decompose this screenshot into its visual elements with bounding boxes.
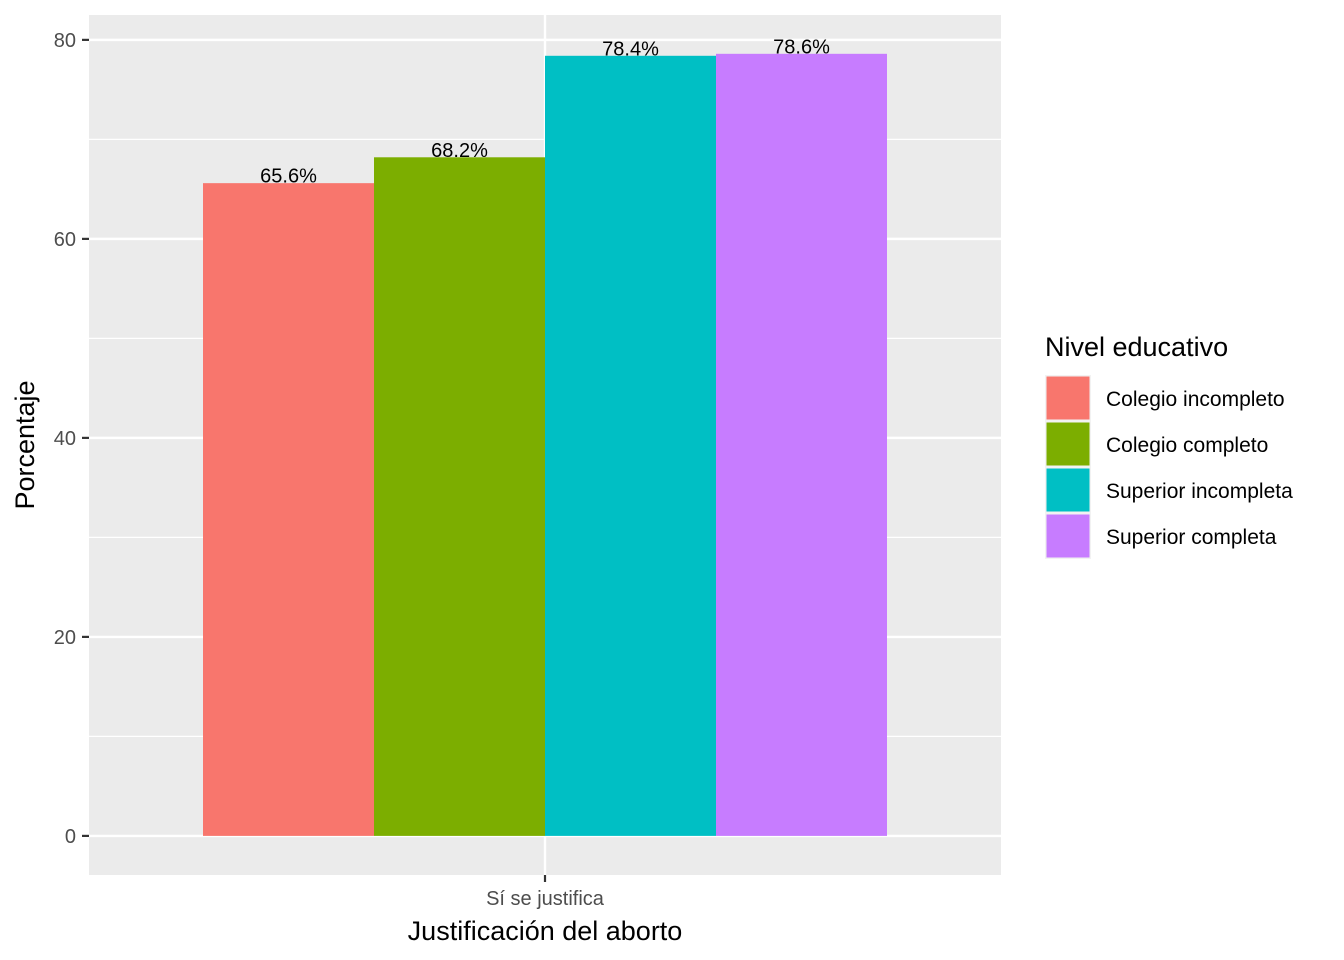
legend-key-swatch <box>1046 468 1090 512</box>
y-tick-label: 40 <box>54 428 76 450</box>
legend: Nivel educativo Colegio incompleto Colegi… <box>1045 332 1293 559</box>
legend-label: Colegio completo <box>1106 434 1268 457</box>
legend-key-swatch <box>1046 514 1090 558</box>
legend-label: Colegio incompleto <box>1106 388 1285 411</box>
bar-value-label: 68.2% <box>431 140 488 162</box>
y-tick-label: 60 <box>54 229 76 251</box>
legend-key-swatch <box>1046 422 1090 466</box>
bar <box>545 55 716 836</box>
bar <box>203 183 374 836</box>
y-axis-title: Porcentaje <box>10 380 40 509</box>
bar-value-label: 78.6% <box>773 36 830 58</box>
bar-value-label: 65.6% <box>260 166 317 188</box>
x-axis: Sí se justifica <box>486 875 605 910</box>
bar-labels: 65.6% 68.2% 78.4% 78.6% <box>260 36 830 187</box>
bars <box>203 53 887 836</box>
legend-title: Nivel educativo <box>1045 332 1228 362</box>
legend-label: Superior incompleta <box>1106 480 1293 503</box>
bar <box>374 157 545 836</box>
y-tick-label: 80 <box>54 30 76 52</box>
legend-label: Superior completa <box>1106 526 1277 549</box>
legend-key-swatch <box>1046 376 1090 420</box>
bar <box>716 53 887 836</box>
x-axis-title: Justificación del aborto <box>408 916 683 946</box>
x-tick-label: Sí se justifica <box>486 888 605 910</box>
y-axis: 0 20 40 60 80 <box>54 30 89 848</box>
y-tick-label: 20 <box>54 627 76 649</box>
y-tick-label: 0 <box>65 826 76 848</box>
bar-value-label: 78.4% <box>602 38 659 60</box>
